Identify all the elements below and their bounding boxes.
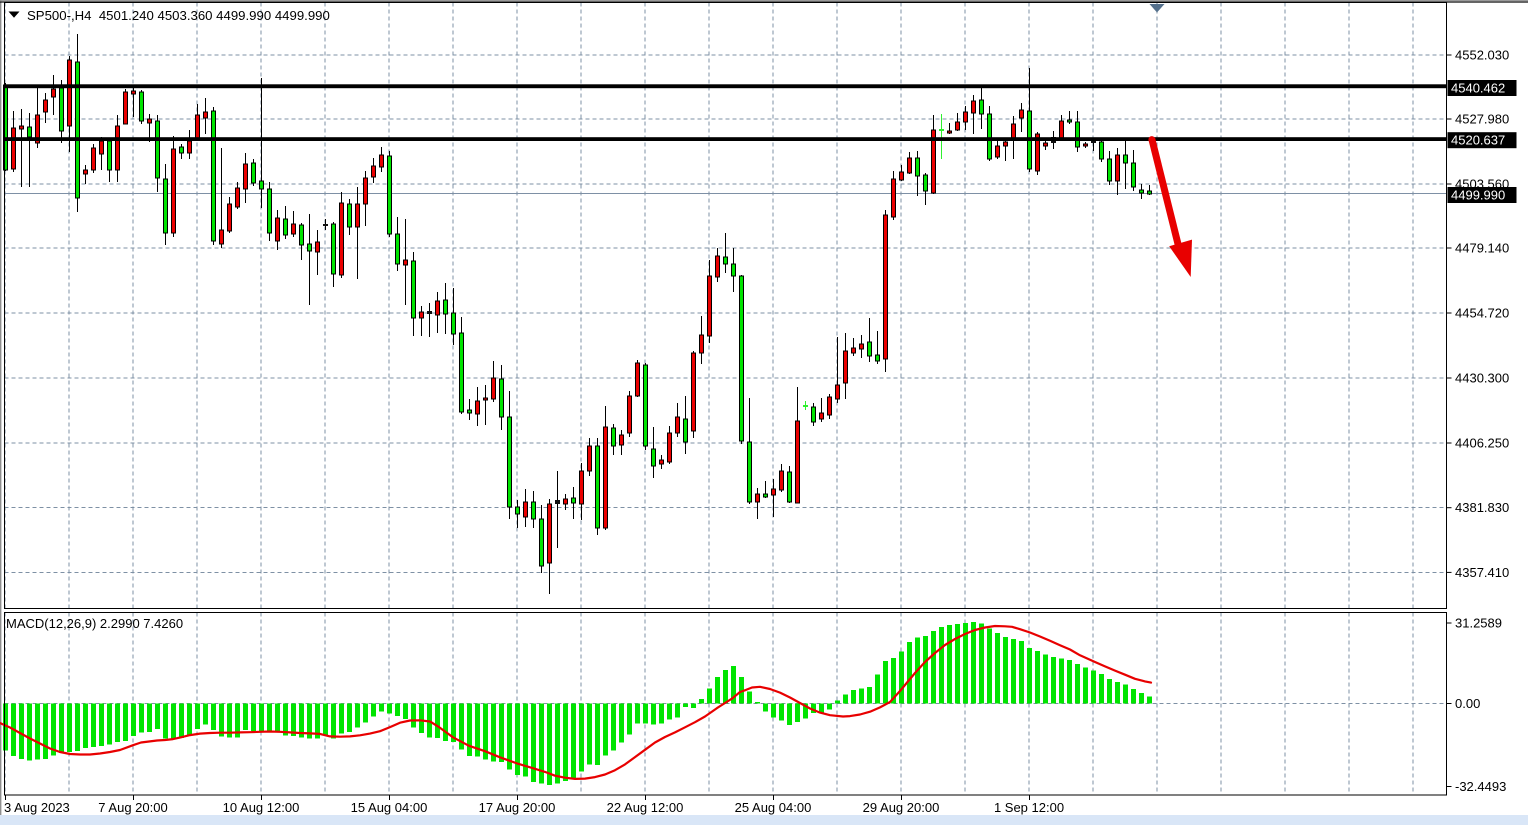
svg-text:4499.990: 4499.990 <box>1451 188 1505 203</box>
svg-text:10 Aug 12:00: 10 Aug 12:00 <box>223 800 300 815</box>
svg-text:17 Aug 20:00: 17 Aug 20:00 <box>479 800 556 815</box>
svg-text:31.2589: 31.2589 <box>1455 616 1502 631</box>
svg-text:MACD(12,26,9) 2.2990 7.4260: MACD(12,26,9) 2.2990 7.4260 <box>6 616 183 631</box>
svg-text:7 Aug 20:00: 7 Aug 20:00 <box>98 800 167 815</box>
svg-text:4552.030: 4552.030 <box>1455 48 1509 63</box>
svg-text:4540.462: 4540.462 <box>1451 81 1505 96</box>
svg-text:4381.830: 4381.830 <box>1455 500 1509 515</box>
svg-text:4454.720: 4454.720 <box>1455 306 1509 321</box>
svg-text:29 Aug 20:00: 29 Aug 20:00 <box>863 800 940 815</box>
svg-text:4430.300: 4430.300 <box>1455 371 1509 386</box>
svg-text:SP500-,H4 4501.240 4503.360 4: SP500-,H4 4501.240 4503.360 4499.990 449… <box>27 8 330 23</box>
svg-text:3 Aug 2023: 3 Aug 2023 <box>4 800 70 815</box>
svg-text:4527.980: 4527.980 <box>1455 112 1509 127</box>
svg-text:-32.4493: -32.4493 <box>1455 779 1506 794</box>
svg-text:4406.250: 4406.250 <box>1455 436 1509 451</box>
svg-text:1 Sep 12:00: 1 Sep 12:00 <box>994 800 1064 815</box>
svg-text:22 Aug 12:00: 22 Aug 12:00 <box>607 800 684 815</box>
svg-text:25 Aug 04:00: 25 Aug 04:00 <box>735 800 812 815</box>
svg-text:4357.410: 4357.410 <box>1455 565 1509 580</box>
svg-text:15 Aug 04:00: 15 Aug 04:00 <box>351 800 428 815</box>
svg-text:0.00: 0.00 <box>1455 696 1480 711</box>
svg-text:4479.140: 4479.140 <box>1455 241 1509 256</box>
svg-text:4520.637: 4520.637 <box>1451 133 1505 148</box>
